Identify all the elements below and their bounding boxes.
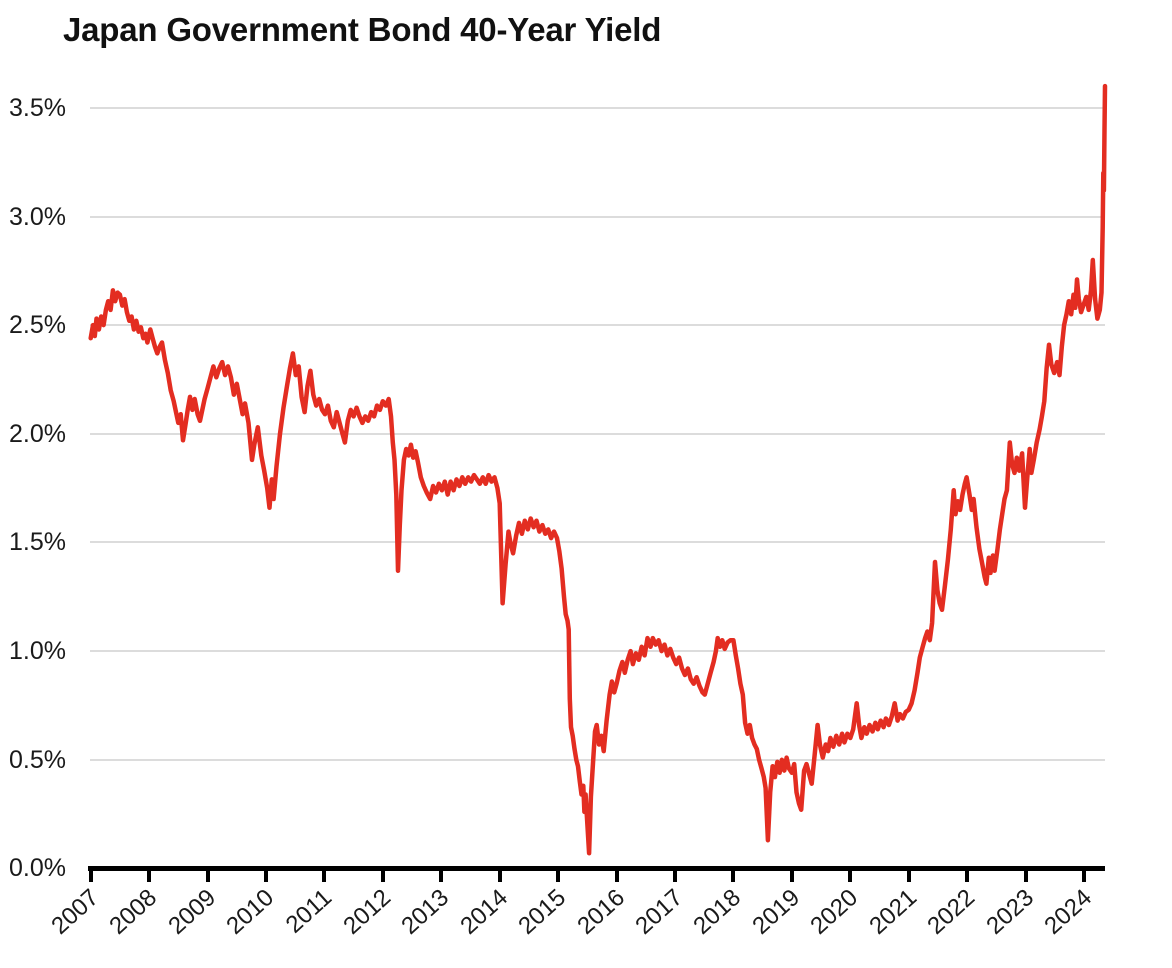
x-tick-mark [848, 868, 853, 882]
x-tick-mark [497, 868, 502, 882]
x-tick-mark [556, 868, 561, 882]
x-tick-mark [673, 868, 677, 882]
y-tick-label: 0.0% [9, 854, 66, 883]
yield-line [88, 83, 1108, 856]
x-tick-mark [205, 868, 210, 882]
x-tick-mark [614, 868, 619, 882]
x-tick-mark [906, 868, 911, 882]
y-tick-label: 0.5% [9, 745, 66, 774]
y-gridline [90, 758, 1105, 761]
chart-title: Japan Government Bond 40-Year Yield [63, 11, 662, 48]
y-gridline [90, 650, 1105, 653]
y-gridline [90, 215, 1105, 218]
x-tick-mark [322, 868, 327, 882]
y-tick-label: 1.5% [9, 528, 66, 557]
x-tick-mark [789, 868, 794, 882]
x-tick-mark [263, 868, 268, 882]
y-gridline [90, 106, 1105, 109]
x-tick-mark [1023, 868, 1028, 882]
y-tick-label: 2.0% [9, 419, 66, 448]
y-tick-label: 2.5% [9, 311, 66, 340]
y-gridline [90, 432, 1105, 435]
x-tick-mark [439, 868, 444, 882]
y-tick-label: 3.5% [9, 93, 66, 122]
x-tick-mark [965, 868, 970, 882]
x-tick-mark [147, 868, 152, 882]
y-gridline [90, 541, 1105, 544]
x-axis-line [88, 866, 1105, 871]
x-tick-mark [380, 868, 385, 882]
y-gridline [90, 324, 1105, 327]
x-tick-mark [88, 868, 93, 882]
y-tick-label: 1.0% [9, 637, 66, 666]
x-tick-mark [731, 868, 736, 882]
x-tick-mark [1082, 868, 1086, 882]
y-tick-label: 3.0% [9, 202, 66, 231]
